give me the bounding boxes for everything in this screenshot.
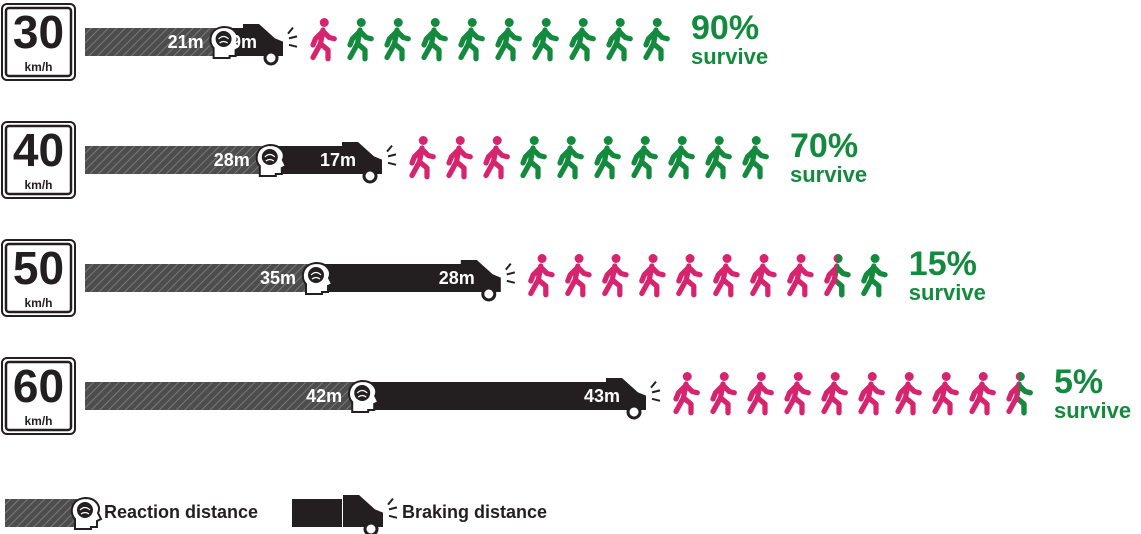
pedestrian-group: [310, 18, 670, 62]
braking-bar: [362, 382, 608, 410]
reaction-label: 42m: [306, 386, 342, 406]
brain-icon: [255, 143, 288, 177]
reaction-label: 35m: [260, 268, 296, 288]
legend-label: Reaction distance: [104, 502, 258, 522]
survive-label: survive: [691, 44, 768, 69]
van: [460, 260, 516, 302]
reaction-bar: [85, 382, 363, 410]
van-nose: [342, 142, 382, 174]
speed-sign: 60 km/h: [1, 357, 76, 435]
pedestrian-group: [673, 372, 1033, 416]
speed-unit: km/h: [24, 60, 52, 74]
speed-value: 40: [13, 124, 64, 176]
survival-percent: 15%: [909, 245, 977, 283]
brain-icon: [209, 25, 241, 59]
van-nose: [606, 378, 646, 410]
light-rays: [386, 144, 397, 166]
speed-unit: km/h: [24, 414, 52, 428]
wheel: [626, 404, 642, 420]
speed-sign: 40 km/h: [1, 121, 76, 199]
pedestrian-group: [528, 254, 888, 298]
reaction-label: 21m: [168, 32, 204, 52]
legend: Reaction distance Braking distance: [5, 495, 547, 534]
wheel: [481, 286, 497, 302]
survive-label: survive: [1054, 398, 1131, 423]
light-rays: [505, 262, 516, 284]
speed-value: 60: [13, 360, 64, 412]
survival-percent: 90%: [691, 9, 759, 47]
speed-sign: 50 km/h: [1, 239, 76, 317]
legend-swatch: [292, 499, 342, 527]
speed-unit: km/h: [24, 296, 52, 310]
pedestrian-group: [409, 136, 769, 180]
legend-label: Braking distance: [402, 502, 547, 522]
survival-percent: 5%: [1054, 363, 1103, 401]
braking-label: 9m: [231, 32, 257, 52]
braking-label: 43m: [584, 386, 620, 406]
light-rays: [287, 26, 298, 48]
reaction-label: 28m: [214, 150, 250, 170]
braking-label: 28m: [439, 268, 475, 288]
brain-icon: [348, 379, 380, 413]
survive-label: survive: [909, 280, 986, 305]
wheel: [263, 50, 279, 66]
van: [342, 142, 397, 184]
wheel: [362, 168, 378, 184]
speed-unit: km/h: [24, 178, 52, 192]
van: [606, 378, 661, 420]
survive-label: survive: [790, 162, 867, 187]
van: [243, 24, 298, 66]
wheel: [363, 521, 379, 534]
van-nose: [243, 24, 283, 56]
reaction-bar: [85, 28, 224, 56]
braking-label: 17m: [320, 150, 356, 170]
van-nose: [460, 260, 501, 292]
survival-percent: 70%: [790, 127, 858, 165]
speed-value: 50: [13, 242, 64, 294]
brain-icon: [70, 496, 103, 530]
speed-value: 30: [13, 6, 64, 58]
reaction-bar: [85, 264, 316, 292]
van-nose: [343, 495, 383, 527]
brain-icon: [301, 261, 334, 295]
light-rays: [650, 380, 661, 402]
braking-bar: [316, 264, 463, 292]
speed-sign: 30 km/h: [1, 3, 76, 81]
light-rays: [387, 497, 398, 519]
reaction-bar: [85, 146, 270, 174]
